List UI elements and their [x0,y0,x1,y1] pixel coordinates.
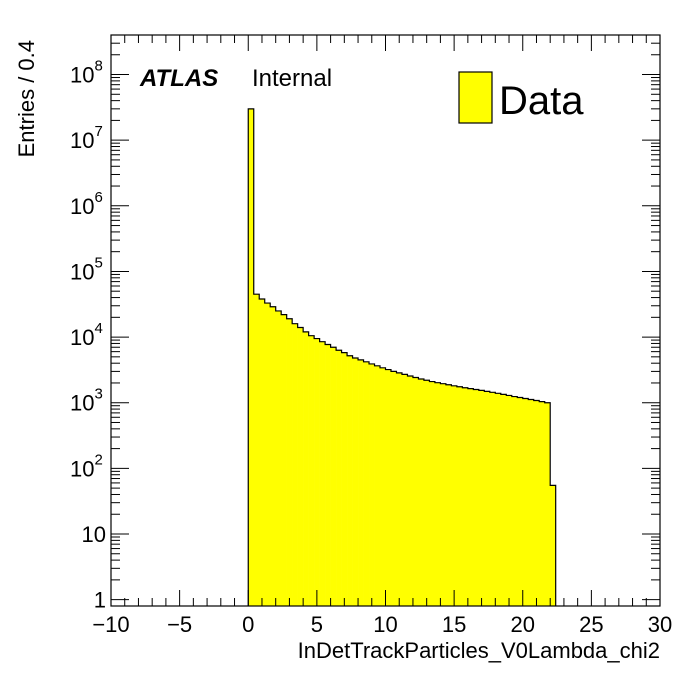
histogram-bin [429,381,436,606]
histogram-bin [478,390,485,606]
legend: Data [458,71,584,124]
histogram-bin [550,485,556,606]
x-tick-label: 0 [242,612,254,637]
x-axis-label: InDetTrackParticles_V0Lambda_chi2 [298,638,660,663]
histogram-bin [418,378,425,606]
histogram-bin [506,395,513,606]
histogram-bin [434,382,441,606]
histogram-bin [264,303,271,606]
histogram-bin [451,385,458,606]
histogram-bin [314,338,320,606]
histogram-bin [517,397,524,606]
histogram-bin [445,384,452,606]
x-tick-label: 15 [442,612,466,637]
histogram-bin [325,344,331,606]
histogram-bin [363,361,370,606]
histogram-bin [396,372,403,606]
histogram-bin [489,392,496,606]
histogram-bin [473,389,480,606]
x-tick-label: 30 [648,612,672,637]
y-tick-label: 102 [70,451,103,481]
y-tick-label: 106 [70,189,103,219]
histogram-bin [253,294,260,606]
histogram-bin [423,380,430,606]
histogram-bin [462,387,469,606]
histogram-bin [390,371,397,606]
y-axis-ticks: 1 10 102 103 104 105 106 107 108 [70,34,660,613]
y-tick-label: 108 [70,58,103,88]
histogram-bin [270,306,276,606]
histogram-bin [352,358,359,606]
histogram-bin [358,359,364,606]
histogram-bin [297,327,304,606]
histogram-bin [259,299,266,606]
histogram-bin [511,396,518,606]
histogram-bin [401,374,408,606]
histogram-bin [369,363,375,606]
histogram-outline [247,108,557,606]
y-axis-label: Entries / 0.4 [14,40,39,157]
histogram-bin [303,331,309,606]
histogram-bin [407,376,414,606]
histogram-bin [500,394,507,606]
y-tick-label: 103 [70,386,103,416]
x-axis-ticks: −10 −5 0 5 10 15 20 25 30 [92,35,672,637]
histogram-bin [495,393,502,606]
y-tick-label: 105 [70,254,103,284]
y-tick-label: 1 [94,588,106,613]
histogram-bin [319,341,326,606]
histogram-bin [385,369,392,606]
atlas-label: ATLAS [139,65,218,92]
y-tick-label: 107 [70,123,103,153]
x-tick-label: −5 [167,612,192,637]
histogram-bin [308,335,315,606]
x-tick-label: 25 [579,612,603,637]
histogram-bin [412,377,419,606]
histogram-bin [380,367,386,606]
histogram-bin [330,347,337,606]
histogram-bin [539,401,546,606]
histogram-bin [440,383,447,606]
histogram-bin [484,391,491,606]
y-tick-label: 10 [82,522,106,547]
histogram-bin [281,314,287,606]
histogram-bars [248,108,556,606]
x-tick-label: −10 [92,612,129,637]
histogram-bin [286,318,293,606]
histogram-bin [292,323,298,606]
internal-label: Internal [252,65,332,92]
histogram-bin [522,398,529,606]
x-tick-label: 5 [311,612,323,637]
y-tick-label: 104 [70,320,103,350]
legend-swatch [458,71,493,124]
x-tick-label: 20 [511,612,535,637]
histogram-bin [275,310,282,606]
x-tick-label: 10 [373,612,397,637]
histogram-bin [467,388,474,606]
histogram-bin [341,352,348,606]
histogram-bin [374,365,381,606]
histogram-bin [544,402,551,606]
histogram-bin [336,350,342,606]
histogram-bin [347,355,353,606]
histogram-bin [456,386,463,606]
histogram-bin [533,400,540,606]
histogram-bin [248,108,255,606]
histogram-bin [528,399,535,606]
legend-label: Data [499,79,584,123]
